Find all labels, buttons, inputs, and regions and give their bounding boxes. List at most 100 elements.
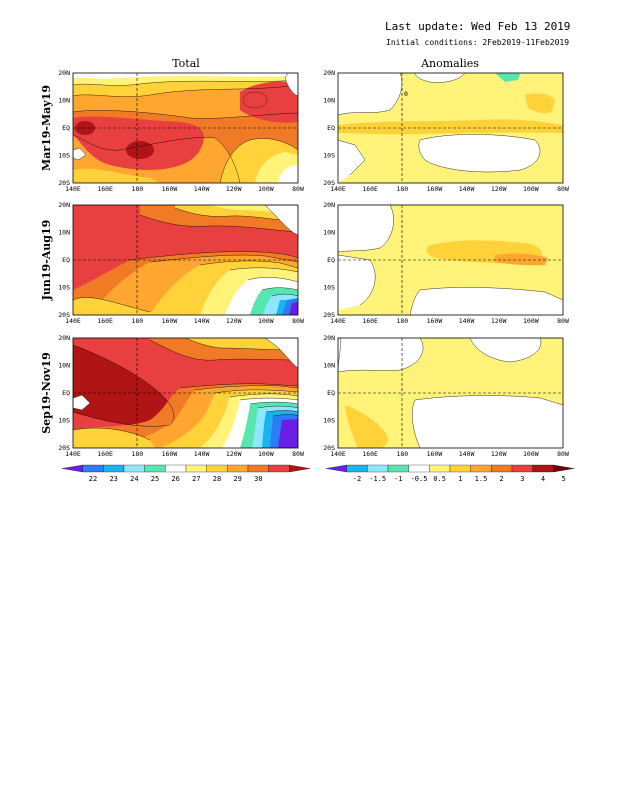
colorbar-swatch [165,464,187,473]
colorbar-tick-label: -2 [353,475,361,483]
colorbar-tick-label: 3 [520,475,524,483]
lon-tick-label: 140E [330,450,346,458]
lat-tick-label: 20S [323,444,335,452]
lat-tick-label: 20S [58,311,70,319]
lon-tick-label: 120W [491,450,507,458]
colorbar-tick-label: 24 [130,475,138,483]
colorbar-tick-label: 1 [458,475,462,483]
colorbar-swatch [408,464,430,473]
lat-tick-label: 10N [323,229,335,237]
colorbar-tick-label: 29 [233,475,241,483]
lon-tick-label: 140W [459,450,475,458]
colorbar-swatch [185,464,207,473]
row-label-son: Sep19-Nov19 [40,352,53,434]
lat-tick-label: 20S [323,311,335,319]
lon-tick-label: 120W [226,317,242,325]
lon-tick-label: 140E [65,317,81,325]
lon-tick-label: 140E [65,185,81,193]
colorbar-tick-label: 25 [151,475,159,483]
lon-tick-label: 140W [459,317,475,325]
lat-tick-label: 20N [58,334,70,342]
anomaly-panel-son [337,337,564,449]
lon-tick-label: 100W [258,317,274,325]
lat-tick-label: 10N [323,362,335,370]
lat-tick-label: 20S [58,444,70,452]
colorbar-swatch [247,464,269,473]
row-label-jja: Jun19-Aug19 [40,220,53,302]
lon-tick-label: 180 [396,317,408,325]
lat-tick-label: 10N [58,97,70,105]
lat-tick-label: 10S [323,417,335,425]
lon-tick-label: 120W [491,317,507,325]
lon-tick-label: 120W [491,185,507,193]
lon-tick-label: 120W [226,185,242,193]
lon-tick-label: 140W [459,185,475,193]
colorbar-swatch [82,464,104,473]
lon-tick-label: 140W [194,450,210,458]
colorbar-tick-label: 27 [192,475,200,483]
colorbar-tick-label: 26 [171,475,179,483]
lon-tick-label: 140E [330,317,346,325]
lon-tick-label: 140E [65,450,81,458]
lon-tick-label: 160W [427,317,443,325]
colorbar-swatch [289,464,311,473]
lat-tick-label: 10S [323,284,335,292]
lon-tick-label: 160E [362,185,378,193]
lon-tick-label: 120W [226,450,242,458]
colorbar-tick-label: -0.5 [411,475,428,483]
lon-tick-label: 140W [194,185,210,193]
colorbar-swatch [387,464,409,473]
lon-tick-label: 140E [330,185,346,193]
total-panel-jja [72,204,299,316]
colorbar-anomalies: -2 -1.5 -1 -0.5 0.5 1 1.5 2 3 4 5 [325,464,575,483]
lon-tick-label: 100W [258,450,274,458]
colorbar-total: 22 23 24 25 26 27 28 29 30 [61,464,311,483]
lat-tick-label: 20N [58,69,70,77]
lon-tick-label: 160W [162,450,178,458]
column-title-total: Total [172,57,200,70]
colorbar-swatch [429,464,451,473]
lat-tick-label: 10S [58,417,70,425]
last-update-text: Last update: Wed Feb 13 2019 [385,20,570,33]
colorbar-swatch [532,464,554,473]
colorbar-swatch [103,464,125,473]
lon-tick-label: 100W [523,450,539,458]
colorbar-swatch [123,464,145,473]
lon-tick-label: 160E [97,317,113,325]
lat-tick-label: 10S [58,152,70,160]
lat-tick-label: 10S [323,152,335,160]
colorbar-swatch [268,464,290,473]
lon-tick-label: 180 [396,185,408,193]
colorbar-swatch [206,464,228,473]
colorbar-tick-label: 23 [109,475,117,483]
colorbar-swatch [367,464,389,473]
row-label-mam: Mar19-May19 [40,85,53,171]
lon-tick-label: 160E [362,450,378,458]
lat-tick-label: 20S [323,179,335,187]
lat-tick-label: 10N [323,97,335,105]
lat-tick-label: 10N [58,229,70,237]
lat-tick-label: EQ [327,124,335,132]
colorbar-swatch [511,464,533,473]
colorbar-tick-label: 4 [541,475,545,483]
lon-tick-label: 100W [523,317,539,325]
lon-tick-label: 160W [162,317,178,325]
colorbar-swatch [449,464,471,473]
lon-tick-label: 80W [557,185,569,193]
anomaly-panel-jja [337,204,564,316]
lat-tick-label: EQ [327,389,335,397]
anomaly-panel-mam: 0 [337,72,564,184]
lon-tick-label: 160E [97,185,113,193]
colorbar-swatch [325,464,347,473]
colorbar-tick-label: 5 [562,475,566,483]
lon-tick-label: 100W [523,185,539,193]
lon-tick-label: 180 [396,450,408,458]
colorbar-tick-label: 1.5 [475,475,488,483]
lat-tick-label: 10N [58,362,70,370]
lat-tick-label: 20N [323,69,335,77]
colorbar-tick-label: 22 [89,475,97,483]
lon-tick-label: 80W [292,450,304,458]
lon-tick-label: 160W [162,185,178,193]
lat-tick-label: 20N [323,201,335,209]
